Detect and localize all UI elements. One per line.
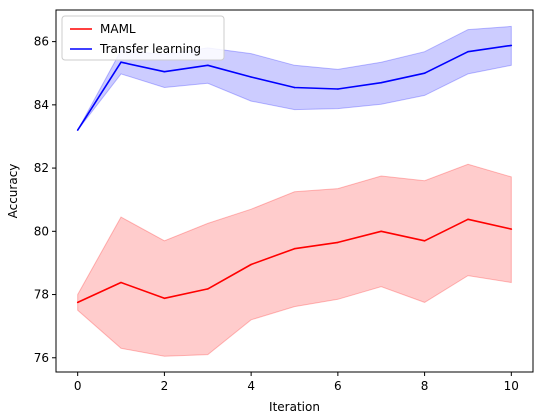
transfer-learning-point (380, 81, 383, 84)
transfer-learning-point (510, 44, 513, 47)
legend-label-maml: MAML (100, 22, 136, 36)
y-tick-label: 82 (34, 161, 49, 175)
x-tick-label: 2 (161, 379, 169, 393)
y-tick-label: 78 (34, 288, 49, 302)
confidence-bands (77, 25, 512, 357)
maml-point (207, 288, 209, 290)
transfer-learning-point (76, 129, 79, 131)
maml-point (293, 247, 296, 250)
x-axis-label: Iteration (269, 400, 320, 414)
maml-point (467, 218, 469, 221)
series-lines (76, 44, 513, 304)
maml-point (120, 281, 122, 284)
x-tick-label: 8 (421, 379, 429, 393)
maml-confidence-band (77, 163, 512, 357)
y-axis-ticks: 76 78 80 82 84 86 (34, 35, 56, 365)
transfer-learning-point (337, 88, 339, 90)
x-tick-label: 10 (504, 379, 519, 393)
y-axis-label: Accuracy (6, 164, 20, 219)
y-tick-label: 86 (34, 35, 49, 49)
maml-point (423, 240, 426, 242)
transfer-learning-point (467, 50, 469, 53)
y-tick-label: 76 (34, 351, 49, 365)
x-tick-label: 0 (74, 379, 82, 393)
y-tick-label: 80 (34, 224, 49, 238)
maml-point (76, 301, 79, 304)
x-axis-ticks: 0 2 4 6 8 10 (74, 372, 519, 393)
transfer-learning-point (250, 76, 252, 78)
plot-frame (55, 9, 534, 373)
legend: MAML Transfer learning (61, 15, 225, 61)
transfer-learning-point (207, 64, 209, 67)
transfer-learning-point (120, 61, 122, 63)
y-tick-label: 84 (34, 98, 49, 112)
maml-point (380, 230, 383, 233)
legend-box (61, 15, 225, 61)
x-tick-label: 4 (247, 379, 255, 393)
transfer-learning-point (293, 86, 296, 89)
transfer-learning-point (423, 72, 426, 74)
maml-point (163, 297, 166, 300)
maml-point (510, 228, 513, 230)
legend-label-transfer-learning: Transfer learning (99, 42, 201, 56)
x-tick-label: 6 (334, 379, 342, 393)
maml-point (250, 263, 252, 266)
transfer-learning-point (163, 70, 166, 73)
maml-point (337, 241, 339, 244)
